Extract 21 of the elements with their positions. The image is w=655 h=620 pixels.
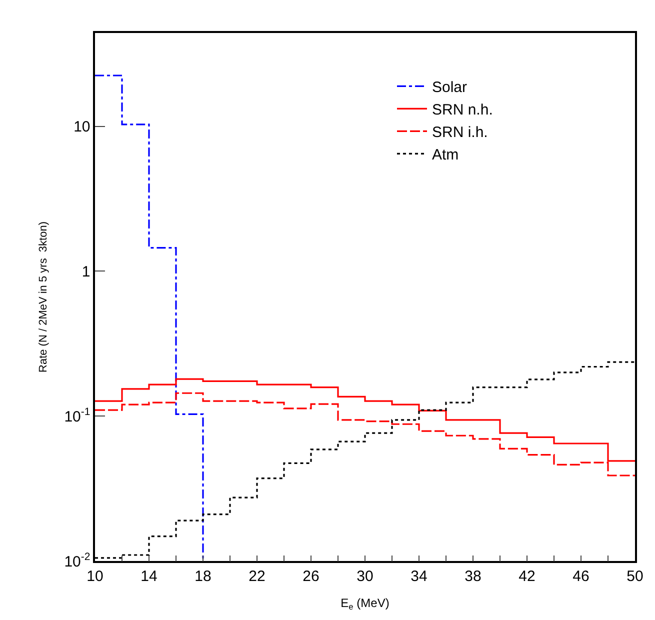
y-axis-title: Rate (N / 2MeV in 5 yrs 3kton) [37,222,50,372]
y-tick-label: 10$^{-2}$ [64,550,90,570]
x-tick-label: 18 [194,568,212,585]
x-tick-label: 38 [464,568,482,585]
y-tick-label: 10$^{-1}$ [64,406,90,426]
legend-label: Solar [432,79,468,96]
x-tick-label: 34 [410,568,428,585]
x-axis-title: E$_{e}$ (MeV) [340,596,390,612]
legend-label: SRN i.h. [432,124,488,142]
y-tick-label: 10 [74,118,90,136]
y-tick-label: 1 [82,263,90,280]
x-tick-label: 26 [302,568,320,585]
legend-label: SRN n.h. [432,102,493,119]
x-tick-label: 50 [626,568,644,585]
x-tick-label: 46 [572,568,590,585]
x-tick-label: 22 [248,568,266,585]
x-tick-label: 14 [140,568,158,585]
x-tick-label: 42 [518,568,536,585]
x-tick-label: 30 [356,568,374,585]
legend-label: Atm [432,146,459,164]
x-tick-label: 10 [86,568,104,585]
